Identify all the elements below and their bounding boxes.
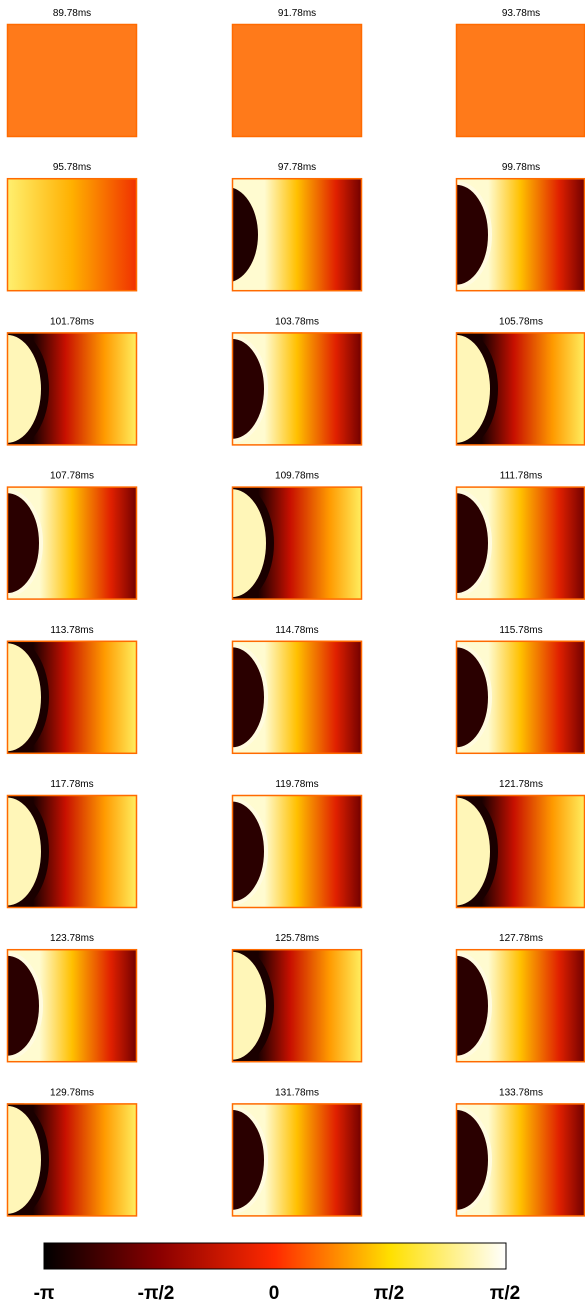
panel: 89.78ms: [7, 8, 137, 137]
panel-image: [418, 794, 585, 910]
panel-image: [7, 178, 137, 291]
panel-image: [0, 487, 137, 600]
panel-title: 105.78ms: [499, 316, 543, 327]
panel-image: [422, 1103, 585, 1216]
wavefront: [194, 187, 258, 283]
panel: 103.78ms: [198, 316, 362, 445]
colorbar-label: 0: [269, 1283, 280, 1304]
panel-title: 125.78ms: [275, 933, 319, 944]
panel-title: 111.78ms: [500, 471, 542, 482]
panel-image: [0, 794, 137, 910]
panel-title: 121.78ms: [499, 779, 543, 790]
panel-image: [0, 639, 137, 755]
panel-title: 109.78ms: [275, 471, 319, 482]
panel-image: [232, 24, 362, 137]
panel-title: 113.78ms: [50, 625, 93, 636]
panel-title: 97.78ms: [278, 162, 316, 173]
panel: 105.78ms: [418, 316, 585, 447]
panel: 109.78ms: [194, 471, 362, 601]
panel-image: [198, 795, 362, 908]
panel: 99.78ms: [422, 162, 585, 291]
panel-title: 133.78ms: [499, 1087, 543, 1098]
panel-image: [422, 641, 585, 754]
panel-image: [422, 178, 585, 291]
panel-title: 93.78ms: [502, 8, 540, 19]
panel-image: [7, 24, 137, 137]
panel-title: 99.78ms: [502, 162, 540, 173]
panel: 91.78ms: [232, 8, 362, 137]
panel: 119.78ms: [198, 779, 362, 908]
panel: 123.78ms: [0, 933, 137, 1062]
panel-image: [194, 948, 362, 1064]
panel: 113.78ms: [0, 625, 137, 756]
colorbar-label: π/2: [374, 1283, 404, 1304]
panel-title: 103.78ms: [275, 316, 319, 327]
phase-map: [7, 24, 137, 137]
phase-map: [232, 24, 362, 137]
panel: 111.78ms: [422, 471, 585, 600]
panel-image: [418, 331, 585, 447]
colorbar: [44, 1243, 506, 1269]
phase-map: [456, 24, 585, 137]
panel-title: 131.78ms: [275, 1087, 319, 1098]
colorbar-label: -π/2: [138, 1283, 175, 1304]
phase-map: [7, 178, 137, 291]
colorbar-label: -π: [34, 1283, 55, 1304]
panel-title: 123.78ms: [50, 933, 94, 944]
panel-image: [198, 641, 362, 754]
panel-title: 117.78ms: [50, 779, 93, 790]
panel-title: 107.78ms: [50, 471, 94, 482]
panel: 133.78ms: [422, 1087, 585, 1216]
panel-title: 89.78ms: [53, 8, 91, 19]
panel: 127.78ms: [422, 933, 585, 1062]
panel-title: 91.78ms: [278, 8, 316, 19]
figure: 89.78ms 91.78ms 93.78ms 95.78ms 97.78ms 99.78…: [0, 0, 585, 1305]
panel: 121.78ms: [418, 779, 585, 910]
panel-image: [456, 24, 585, 137]
panel-title: 95.78ms: [53, 162, 91, 173]
panel: 131.78ms: [198, 1087, 362, 1216]
panel-image: [0, 1102, 137, 1218]
panel: 114.78ms: [198, 625, 362, 754]
panel-image: [0, 949, 137, 1062]
panel-title: 101.78ms: [50, 316, 94, 327]
panel-title: 127.78ms: [499, 933, 543, 944]
panel-title: 114.78ms: [275, 625, 318, 636]
panel: 107.78ms: [0, 471, 137, 600]
panel: 125.78ms: [194, 933, 362, 1063]
panel-image: [422, 487, 585, 600]
panel-title: 129.78ms: [50, 1087, 94, 1098]
panel-image: [194, 178, 362, 291]
panel-title: 115.78ms: [499, 625, 542, 636]
panel-image: [194, 485, 362, 601]
panel-title: 119.78ms: [275, 779, 318, 790]
panel-image: [198, 332, 362, 445]
panel: 101.78ms: [0, 316, 137, 447]
panel: 97.78ms: [194, 162, 362, 291]
panel-image: [0, 331, 137, 447]
panel: 115.78ms: [422, 625, 585, 754]
panel: 129.78ms: [0, 1087, 137, 1218]
panel-image: [422, 949, 585, 1062]
panel-image: [198, 1103, 362, 1216]
panel: 117.78ms: [0, 779, 137, 910]
colorbar-label: π/2: [490, 1283, 520, 1304]
panel: 95.78ms: [7, 162, 137, 291]
panel: 93.78ms: [456, 8, 585, 137]
